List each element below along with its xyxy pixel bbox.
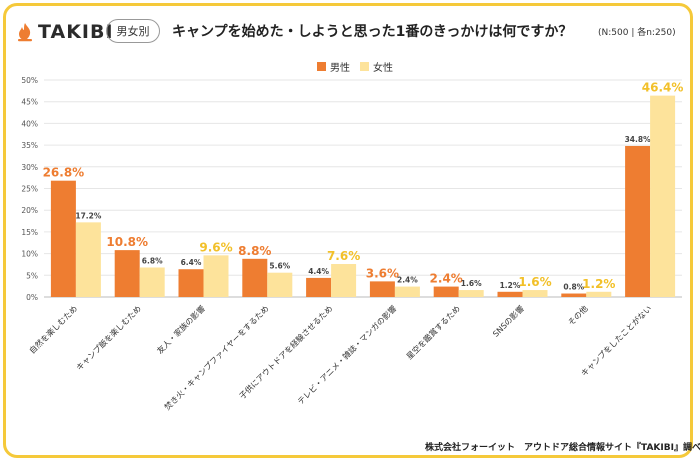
bar-male: [369, 281, 395, 297]
data-label: 17.2%: [75, 211, 102, 220]
bar-male: [433, 286, 459, 297]
bar-male: [561, 293, 587, 297]
source-footer: 株式会社フォーイット アウトドア総合情報サイト『TAKIBI』調べ: [425, 443, 700, 453]
bar-female: [522, 290, 548, 297]
bar-female: [139, 267, 165, 297]
bar-female: [75, 222, 101, 297]
chart-legend: 男性 女性: [317, 59, 403, 74]
category-label: キャンプをしたことがない: [579, 303, 654, 378]
y-tick-label: 5%: [26, 271, 38, 280]
y-tick-label: 15%: [21, 228, 38, 237]
y-tick-label: 0%: [26, 293, 38, 302]
y-tick-label: 40%: [21, 119, 38, 128]
data-label: 34.8%: [625, 135, 652, 144]
y-tick-label: 30%: [21, 163, 38, 172]
bar-male: [497, 291, 523, 297]
flame-icon: [18, 23, 32, 42]
bar-female: [267, 272, 293, 297]
data-label: 8.8%: [238, 244, 271, 258]
data-label: 46.4%: [642, 81, 684, 95]
y-tick-label: 25%: [21, 185, 38, 194]
bar-male: [50, 180, 76, 297]
takibi-logo: TAKIBI: [16, 21, 114, 43]
bar-male: [114, 250, 140, 297]
brand-name: TAKIBI: [38, 21, 114, 43]
data-label: 4.4%: [308, 267, 329, 276]
data-label: 2.4%: [397, 276, 418, 285]
category-label: 友人・家族の影響: [155, 303, 207, 355]
y-tick-label: 45%: [21, 98, 38, 107]
legend-swatch-male: [317, 62, 326, 71]
bar-female: [331, 264, 357, 297]
bar-female: [650, 95, 676, 298]
bar-female: [458, 290, 484, 297]
bar-male: [306, 277, 332, 297]
data-label: 10.8%: [106, 235, 148, 249]
chart-title: キャンプを始めた・しようと思った1番のきっかけは何ですか？: [172, 24, 573, 40]
bar-male: [242, 258, 268, 297]
data-label: 1.2%: [582, 277, 615, 291]
data-label: 7.6%: [327, 249, 360, 263]
legend-swatch-female: [360, 62, 369, 71]
category-label: その他: [566, 303, 590, 327]
y-tick-label: 35%: [21, 141, 38, 150]
category-label: SNSの影響: [490, 303, 525, 338]
data-label: 26.8%: [43, 166, 85, 180]
bar-male: [178, 269, 204, 297]
category-label: キャンプ飯を楽しむため: [74, 303, 143, 372]
bar-female: [586, 291, 612, 297]
bar-female: [203, 255, 229, 297]
data-label: 0.8%: [563, 283, 584, 292]
y-tick-label: 50%: [21, 76, 38, 85]
card-frame: [3, 3, 693, 458]
data-label: 1.2%: [500, 281, 521, 290]
y-tick-label: 20%: [21, 206, 38, 215]
bar-chart: 0% 5% 10% 15% 20% 25% 30% 35% 40% 45% 50% 26.8% 17.2…: [21, 76, 684, 412]
data-label: 1.6%: [461, 279, 482, 288]
category-label: 焚き火・キャンプファイヤーをするため: [163, 304, 271, 412]
category-label: 星空を鑑賞するため: [404, 303, 462, 361]
data-label: 1.6%: [518, 275, 551, 289]
data-label: 6.8%: [142, 256, 163, 265]
sample-size-note: (N:500 | 各n:250): [598, 28, 676, 38]
data-label: 3.6%: [366, 266, 399, 280]
legend-item-female: 女性: [360, 59, 393, 74]
data-label: 5.6%: [269, 262, 290, 271]
data-label: 2.4%: [430, 272, 463, 286]
y-tick-label: 10%: [21, 250, 38, 259]
bar-male: [625, 145, 651, 297]
legend-label-female: 女性: [373, 63, 393, 74]
legend-label-male: 男性: [330, 63, 350, 74]
data-label: 6.4%: [181, 258, 202, 267]
data-label: 9.6%: [199, 240, 232, 254]
legend-item-male: 男性: [317, 59, 350, 74]
category-label: 自然を楽しむため: [27, 303, 79, 355]
category-label: テレビ・アニメ・雑誌・マンガの影響: [295, 303, 398, 406]
segment-badge: 男女別: [106, 19, 160, 43]
bar-female: [394, 286, 420, 297]
